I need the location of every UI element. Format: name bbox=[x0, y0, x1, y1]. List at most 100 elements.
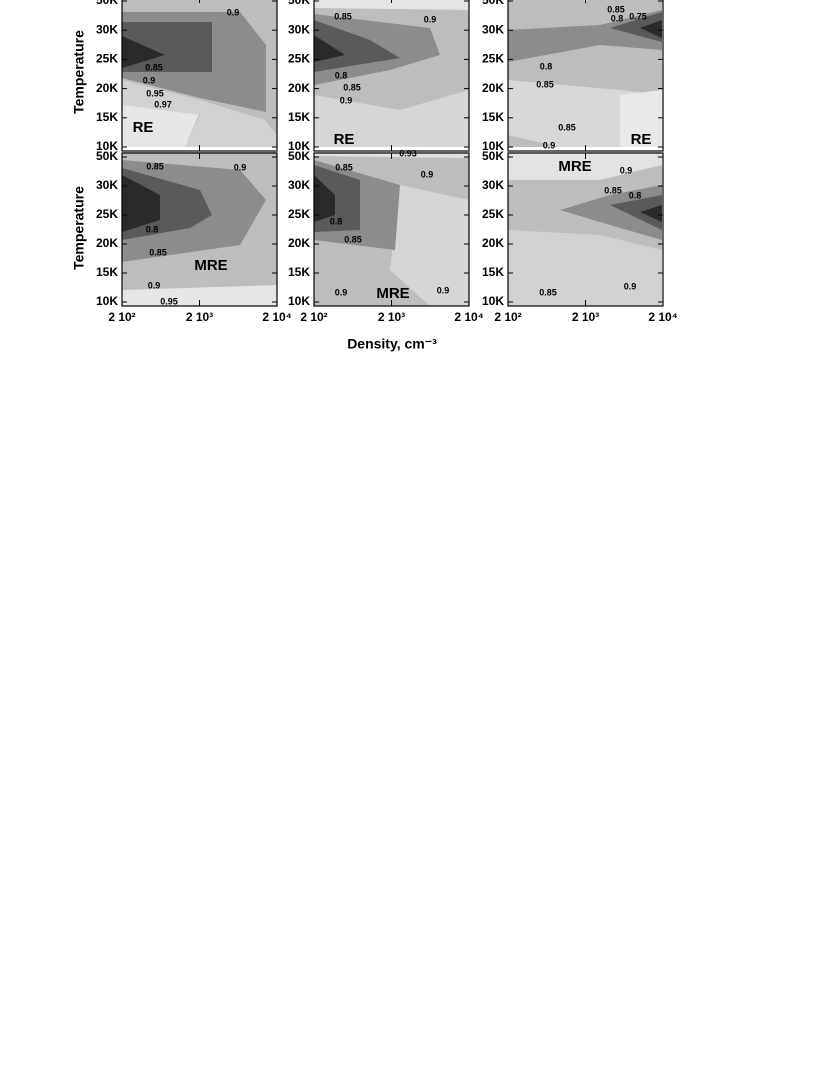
y-tick-label: 10K bbox=[96, 294, 118, 308]
region-label: MRE bbox=[558, 158, 591, 175]
contour-fill bbox=[508, 10, 662, 62]
y-tick-label: 10K bbox=[482, 139, 504, 153]
y-tick-label: 25K bbox=[96, 52, 118, 66]
y-tick-label: 10K bbox=[96, 139, 118, 153]
contour-label: 0.85 bbox=[149, 247, 167, 257]
y-tick-label: 25K bbox=[288, 207, 310, 221]
contour-label: 0.8 bbox=[330, 216, 343, 226]
y-tick-label: 30K bbox=[96, 178, 118, 192]
contour-label: 0.8 bbox=[540, 61, 553, 71]
contour-label: 0.85 bbox=[539, 287, 557, 297]
region-label: MRE bbox=[376, 285, 409, 302]
contour-fill bbox=[508, 152, 662, 180]
contour-fill bbox=[640, 205, 662, 222]
contour-label: 0.85 bbox=[558, 122, 576, 132]
contour-fill bbox=[640, 20, 662, 38]
y-tick-label: 20K bbox=[288, 236, 310, 250]
contour-label: 0.8 bbox=[611, 13, 624, 23]
contour-label: 0.9 bbox=[424, 14, 437, 24]
x-tick-label: 2 10² bbox=[300, 310, 327, 324]
y-tick-label: 10K bbox=[288, 139, 310, 153]
x-tick-label: 2 10³ bbox=[186, 310, 213, 324]
x-tick-label: 2 10⁴ bbox=[262, 310, 291, 324]
y-tick-label: 30K bbox=[288, 178, 310, 192]
contour-label: 0.97 bbox=[154, 99, 172, 109]
y-tick-label: 15K bbox=[288, 265, 310, 279]
contour-fill bbox=[314, 90, 469, 147]
y-axis-title: Temperature bbox=[71, 186, 87, 270]
y-tick-label: 20K bbox=[288, 81, 310, 95]
y-tick-label: 50K bbox=[96, 149, 118, 163]
y-tick-label: 50K bbox=[482, 149, 504, 163]
region-label: RE bbox=[631, 131, 652, 148]
x-tick-label: 2 10² bbox=[108, 310, 135, 324]
x-tick-label: 2 10² bbox=[494, 310, 521, 324]
region-label: RE bbox=[334, 131, 355, 148]
contour-fill bbox=[560, 185, 662, 240]
contour-fill bbox=[610, 195, 662, 230]
region-label: MRE bbox=[194, 257, 227, 274]
contour-label: 0.95 bbox=[160, 296, 178, 306]
y-tick-label: 20K bbox=[96, 236, 118, 250]
contour-label: 0.85 bbox=[335, 162, 353, 172]
contour-label: 0.9 bbox=[624, 281, 637, 291]
contour-label: 0.95 bbox=[146, 88, 164, 98]
y-tick-label: 10K bbox=[482, 294, 504, 308]
contour-label: 0.8 bbox=[146, 224, 159, 234]
contour-label: 0.9 bbox=[437, 285, 450, 295]
y-tick-label: 15K bbox=[482, 265, 504, 279]
contour-label: 0.93 bbox=[399, 148, 417, 158]
panel: 10K 15K 20K 25K 30K 50K 0.85 0.9 0.8 0.85 0.9 RE bbox=[288, 0, 470, 153]
y-tick-label: 50K bbox=[482, 0, 504, 7]
contour-label: 0.9 bbox=[148, 280, 161, 290]
contour-fill bbox=[122, 80, 277, 147]
contour-fill bbox=[314, 175, 335, 222]
y-tick-label: 30K bbox=[482, 22, 504, 36]
y-tick-label: 25K bbox=[288, 52, 310, 66]
contour-label: 0.9 bbox=[421, 169, 434, 179]
y-tick-label: 20K bbox=[482, 236, 504, 250]
contour-fill bbox=[122, 175, 160, 232]
y-tick-label: 25K bbox=[482, 52, 504, 66]
x-tick-label: 2 10³ bbox=[572, 310, 599, 324]
contour-label: 0.9 bbox=[227, 7, 240, 17]
contour-fill bbox=[390, 185, 469, 306]
contour-label: 0.75 bbox=[629, 11, 647, 21]
contour-label: 0.85 bbox=[607, 4, 625, 14]
y-tick-label: 25K bbox=[482, 207, 504, 221]
y-tick-label: 10K bbox=[288, 294, 310, 308]
y-tick-label: 30K bbox=[288, 22, 310, 36]
y-tick-label: 20K bbox=[96, 81, 118, 95]
contour-label: 0.85 bbox=[344, 234, 362, 244]
region-label: RE bbox=[133, 119, 154, 136]
contour-fill bbox=[122, 285, 277, 306]
x-tick-label: 2 10³ bbox=[378, 310, 405, 324]
x-tick-label: 2 10⁴ bbox=[454, 310, 483, 324]
contour-label: 0.85 bbox=[145, 62, 163, 72]
x-tick-label: 2 10⁴ bbox=[648, 310, 677, 324]
contour-fill bbox=[314, 35, 345, 62]
y-axis-title: Temperature bbox=[71, 30, 87, 114]
y-tick-label: 15K bbox=[482, 110, 504, 124]
panel: 10K 15K 20K 25K 30K 50K 2 10² 2 10³ 2 10⁴ 0.85 0.9… bbox=[96, 149, 292, 324]
y-tick-label: 50K bbox=[96, 0, 118, 7]
y-tick-label: 15K bbox=[96, 265, 118, 279]
contour-label: 0.8 bbox=[335, 70, 348, 80]
contour-label: 0.85 bbox=[536, 79, 554, 89]
panel: 10K 15K 20K 25K 30K 50K 2 10² 2 10³ 2 10⁴ 0.9 0.85… bbox=[482, 149, 678, 324]
y-tick-label: 25K bbox=[96, 207, 118, 221]
contour-label: 0.9 bbox=[335, 287, 348, 297]
contour-label: 0.9 bbox=[143, 75, 156, 85]
y-tick-label: 50K bbox=[288, 149, 310, 163]
contour-label: 0.9 bbox=[543, 140, 556, 150]
contour-fill bbox=[610, 12, 662, 42]
y-tick-label: 20K bbox=[482, 81, 504, 95]
contour-label: 0.9 bbox=[620, 165, 633, 175]
contour-label: 0.9 bbox=[234, 162, 247, 172]
contour-fill bbox=[620, 90, 662, 147]
y-tick-label: 15K bbox=[288, 110, 310, 124]
contour-fill bbox=[314, 20, 400, 72]
